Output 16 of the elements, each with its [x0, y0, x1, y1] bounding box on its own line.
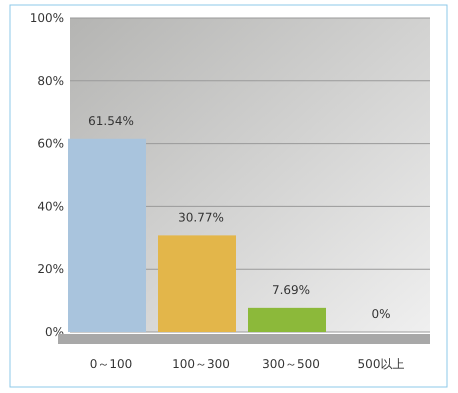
bar	[248, 308, 326, 332]
x-tick-label: 300～500	[262, 357, 320, 371]
y-tick-label: 100%	[30, 11, 64, 25]
data-label: 0%	[371, 307, 391, 321]
bar	[68, 138, 146, 332]
data-label: 61.54%	[88, 114, 134, 128]
x-tick-label: 500以上	[358, 357, 404, 371]
y-tick-label: 80%	[37, 74, 64, 88]
x-tick-label: 0～100	[90, 357, 132, 371]
bar	[158, 235, 236, 332]
y-tick-label: 20%	[37, 262, 64, 276]
y-tick-label: 60%	[37, 136, 64, 151]
data-label: 7.69%	[272, 282, 310, 297]
x-tick-label: 100～300	[172, 357, 230, 371]
y-tick-label: 40%	[37, 199, 64, 214]
data-label: 30.77%	[178, 210, 224, 224]
